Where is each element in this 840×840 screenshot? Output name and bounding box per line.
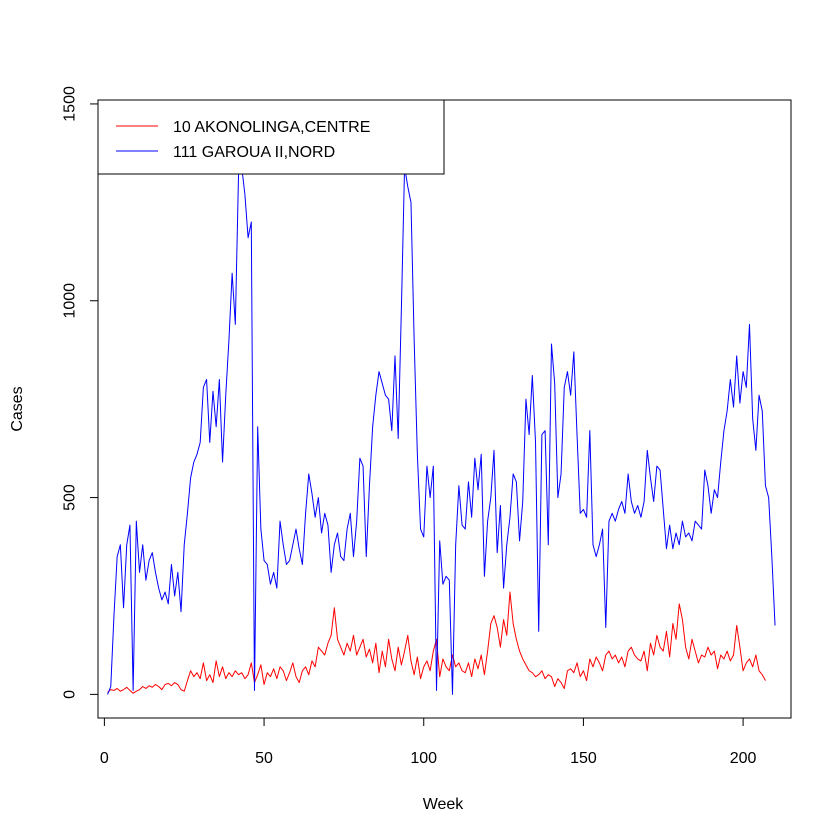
x-tick-label: 100 <box>410 750 437 767</box>
y-axis-label: Cases <box>9 386 26 431</box>
legend-box <box>97 99 445 175</box>
y-tick-label: 1500 <box>62 86 79 122</box>
y-tick-label: 500 <box>62 484 79 511</box>
legend-label-series-1: 10 AKONOLINGA,CENTRE <box>173 119 370 136</box>
x-axis: 0 50 100 150 200 <box>100 717 757 767</box>
x-axis-label: Week <box>423 796 465 813</box>
legend: 10 AKONOLINGA,CENTRE 111 GAROUA II,NORD <box>97 99 445 175</box>
legend-label-series-2: 111 GAROUA II,NORD <box>173 144 335 161</box>
series-line-1 <box>107 591 766 694</box>
y-tick-label: 0 <box>62 690 79 699</box>
series-line-2 <box>107 166 776 695</box>
x-tick-label: 150 <box>570 750 597 767</box>
y-axis: 0 500 1000 1500 <box>62 86 99 699</box>
plot-area <box>107 166 776 695</box>
x-tick-label: 50 <box>255 750 273 767</box>
x-tick-label: 0 <box>100 750 109 767</box>
y-tick-label: 1000 <box>62 283 79 319</box>
x-tick-label: 200 <box>730 750 757 767</box>
